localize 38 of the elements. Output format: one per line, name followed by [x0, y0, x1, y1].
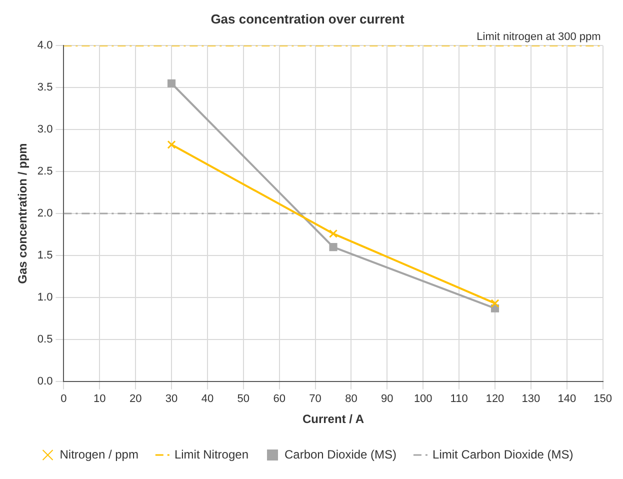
- point: [167, 140, 176, 149]
- point: [490, 299, 500, 308]
- legend-label: Carbon Dioxide (MS): [284, 447, 397, 462]
- legend-label: Limit Nitrogen: [174, 447, 248, 462]
- x-axis-title: Current / A: [302, 412, 364, 426]
- point: [328, 229, 338, 238]
- x-tick-label: 90: [381, 393, 394, 406]
- x-tick-label: 130: [522, 393, 540, 406]
- x-tick-label: 40: [201, 393, 214, 406]
- legend-label: Limit Carbon Dioxide (MS): [432, 447, 574, 462]
- y-tick-label: 2.0: [37, 208, 53, 220]
- y-tick-label: 0.0: [37, 375, 53, 388]
- point: [167, 79, 176, 88]
- chart-title: Gas concentration over current: [210, 11, 405, 26]
- point: [329, 243, 338, 252]
- x-tick-label: 70: [309, 393, 322, 406]
- x-tick-label: 10: [94, 393, 106, 406]
- y-tick-label: 3.5: [37, 82, 53, 94]
- y-tick-label: 4.0: [37, 40, 53, 52]
- x-tick-label: 60: [273, 393, 286, 406]
- y-tick-label: 3.0: [37, 124, 53, 136]
- annotation: Limit nitrogen at 300 ppm: [476, 31, 601, 44]
- y-tick-label: 0.5: [37, 333, 53, 346]
- legend-label: Nitrogen / ppm: [60, 447, 138, 462]
- x-tick-label: 50: [237, 393, 250, 406]
- y-axis-title: Gas concentration / ppm: [16, 143, 30, 284]
- x-tick-label: 120: [486, 393, 504, 406]
- x-tick-label: 80: [345, 393, 358, 406]
- x-tick-label: 150: [594, 393, 612, 406]
- y-tick-label: 2.5: [37, 166, 53, 178]
- x-tick-label: 0: [60, 393, 67, 406]
- x-tick-label: 110: [450, 393, 468, 406]
- x-tick-label: 140: [558, 393, 576, 406]
- y-tick-label: 1.5: [37, 250, 53, 262]
- x-tick-label: 100: [414, 393, 432, 406]
- x-tick-label: 20: [129, 393, 142, 406]
- x-tick-label: 30: [165, 393, 178, 406]
- y-tick-label: 1.0: [37, 291, 53, 304]
